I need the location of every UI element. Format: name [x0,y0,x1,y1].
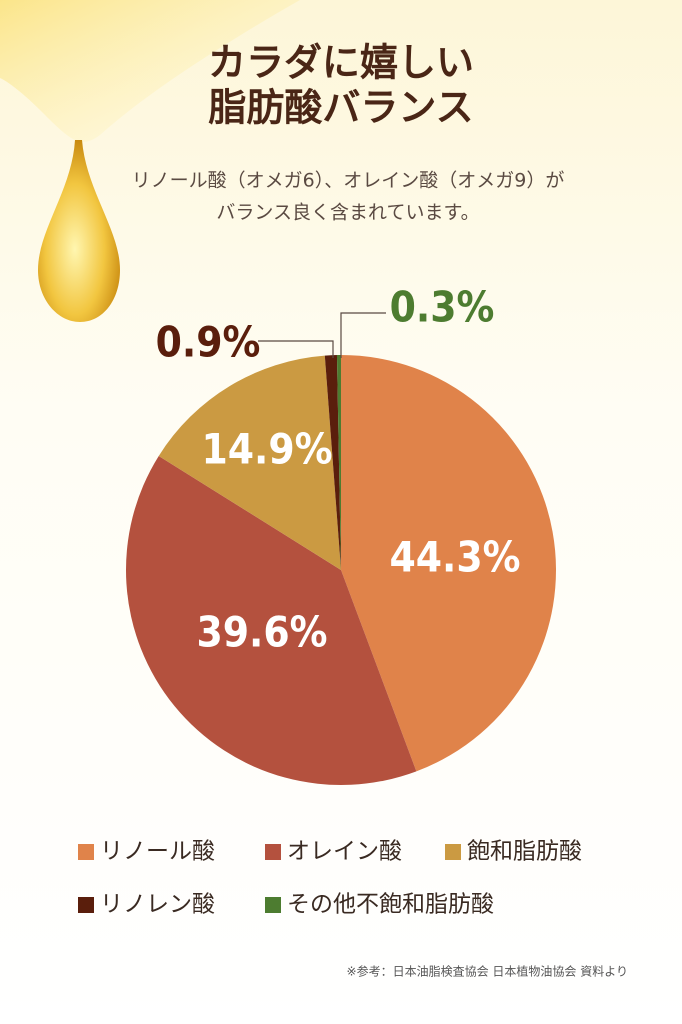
oil-flow [0,0,300,142]
legend-swatch [265,897,281,913]
leader-line [258,340,334,358]
legend-label: リノール酸 [100,839,215,865]
legend-swatch [78,897,94,913]
subtitle-line: リノール酸（オメガ6）、オレイン酸（オメガ9）が [132,170,565,192]
legend-swatch [78,844,94,860]
title-line: カラダに嬉しい [208,40,474,85]
pie-slice [341,355,556,772]
value-label: 39.6% [196,608,327,657]
value-label: 14.9% [201,425,332,474]
legend-swatch [265,844,281,860]
leader-line [340,312,386,358]
legend-swatch [445,844,461,860]
source-note: ※参考：日本油脂検査協会 日本植物油協会 資料より [347,964,628,979]
value-label: 0.9% [156,318,261,367]
pie-slice [336,355,341,570]
legend-label: オレイン酸 [287,839,402,865]
title-line: 脂肪酸バランス [208,85,473,130]
legend-label: リノレン酸 [100,892,215,918]
pie-slice [158,355,341,570]
legend-label: その他不飽和脂肪酸 [287,892,494,918]
legend-label: 飽和脂肪酸 [467,839,582,865]
value-label: 0.3% [390,283,495,332]
pie-slice [324,355,341,570]
subtitle-line: バランス良く含まれています。 [216,202,479,224]
oil-drop [38,140,120,322]
pie-slice [126,455,417,785]
value-label: 44.3% [389,533,520,582]
